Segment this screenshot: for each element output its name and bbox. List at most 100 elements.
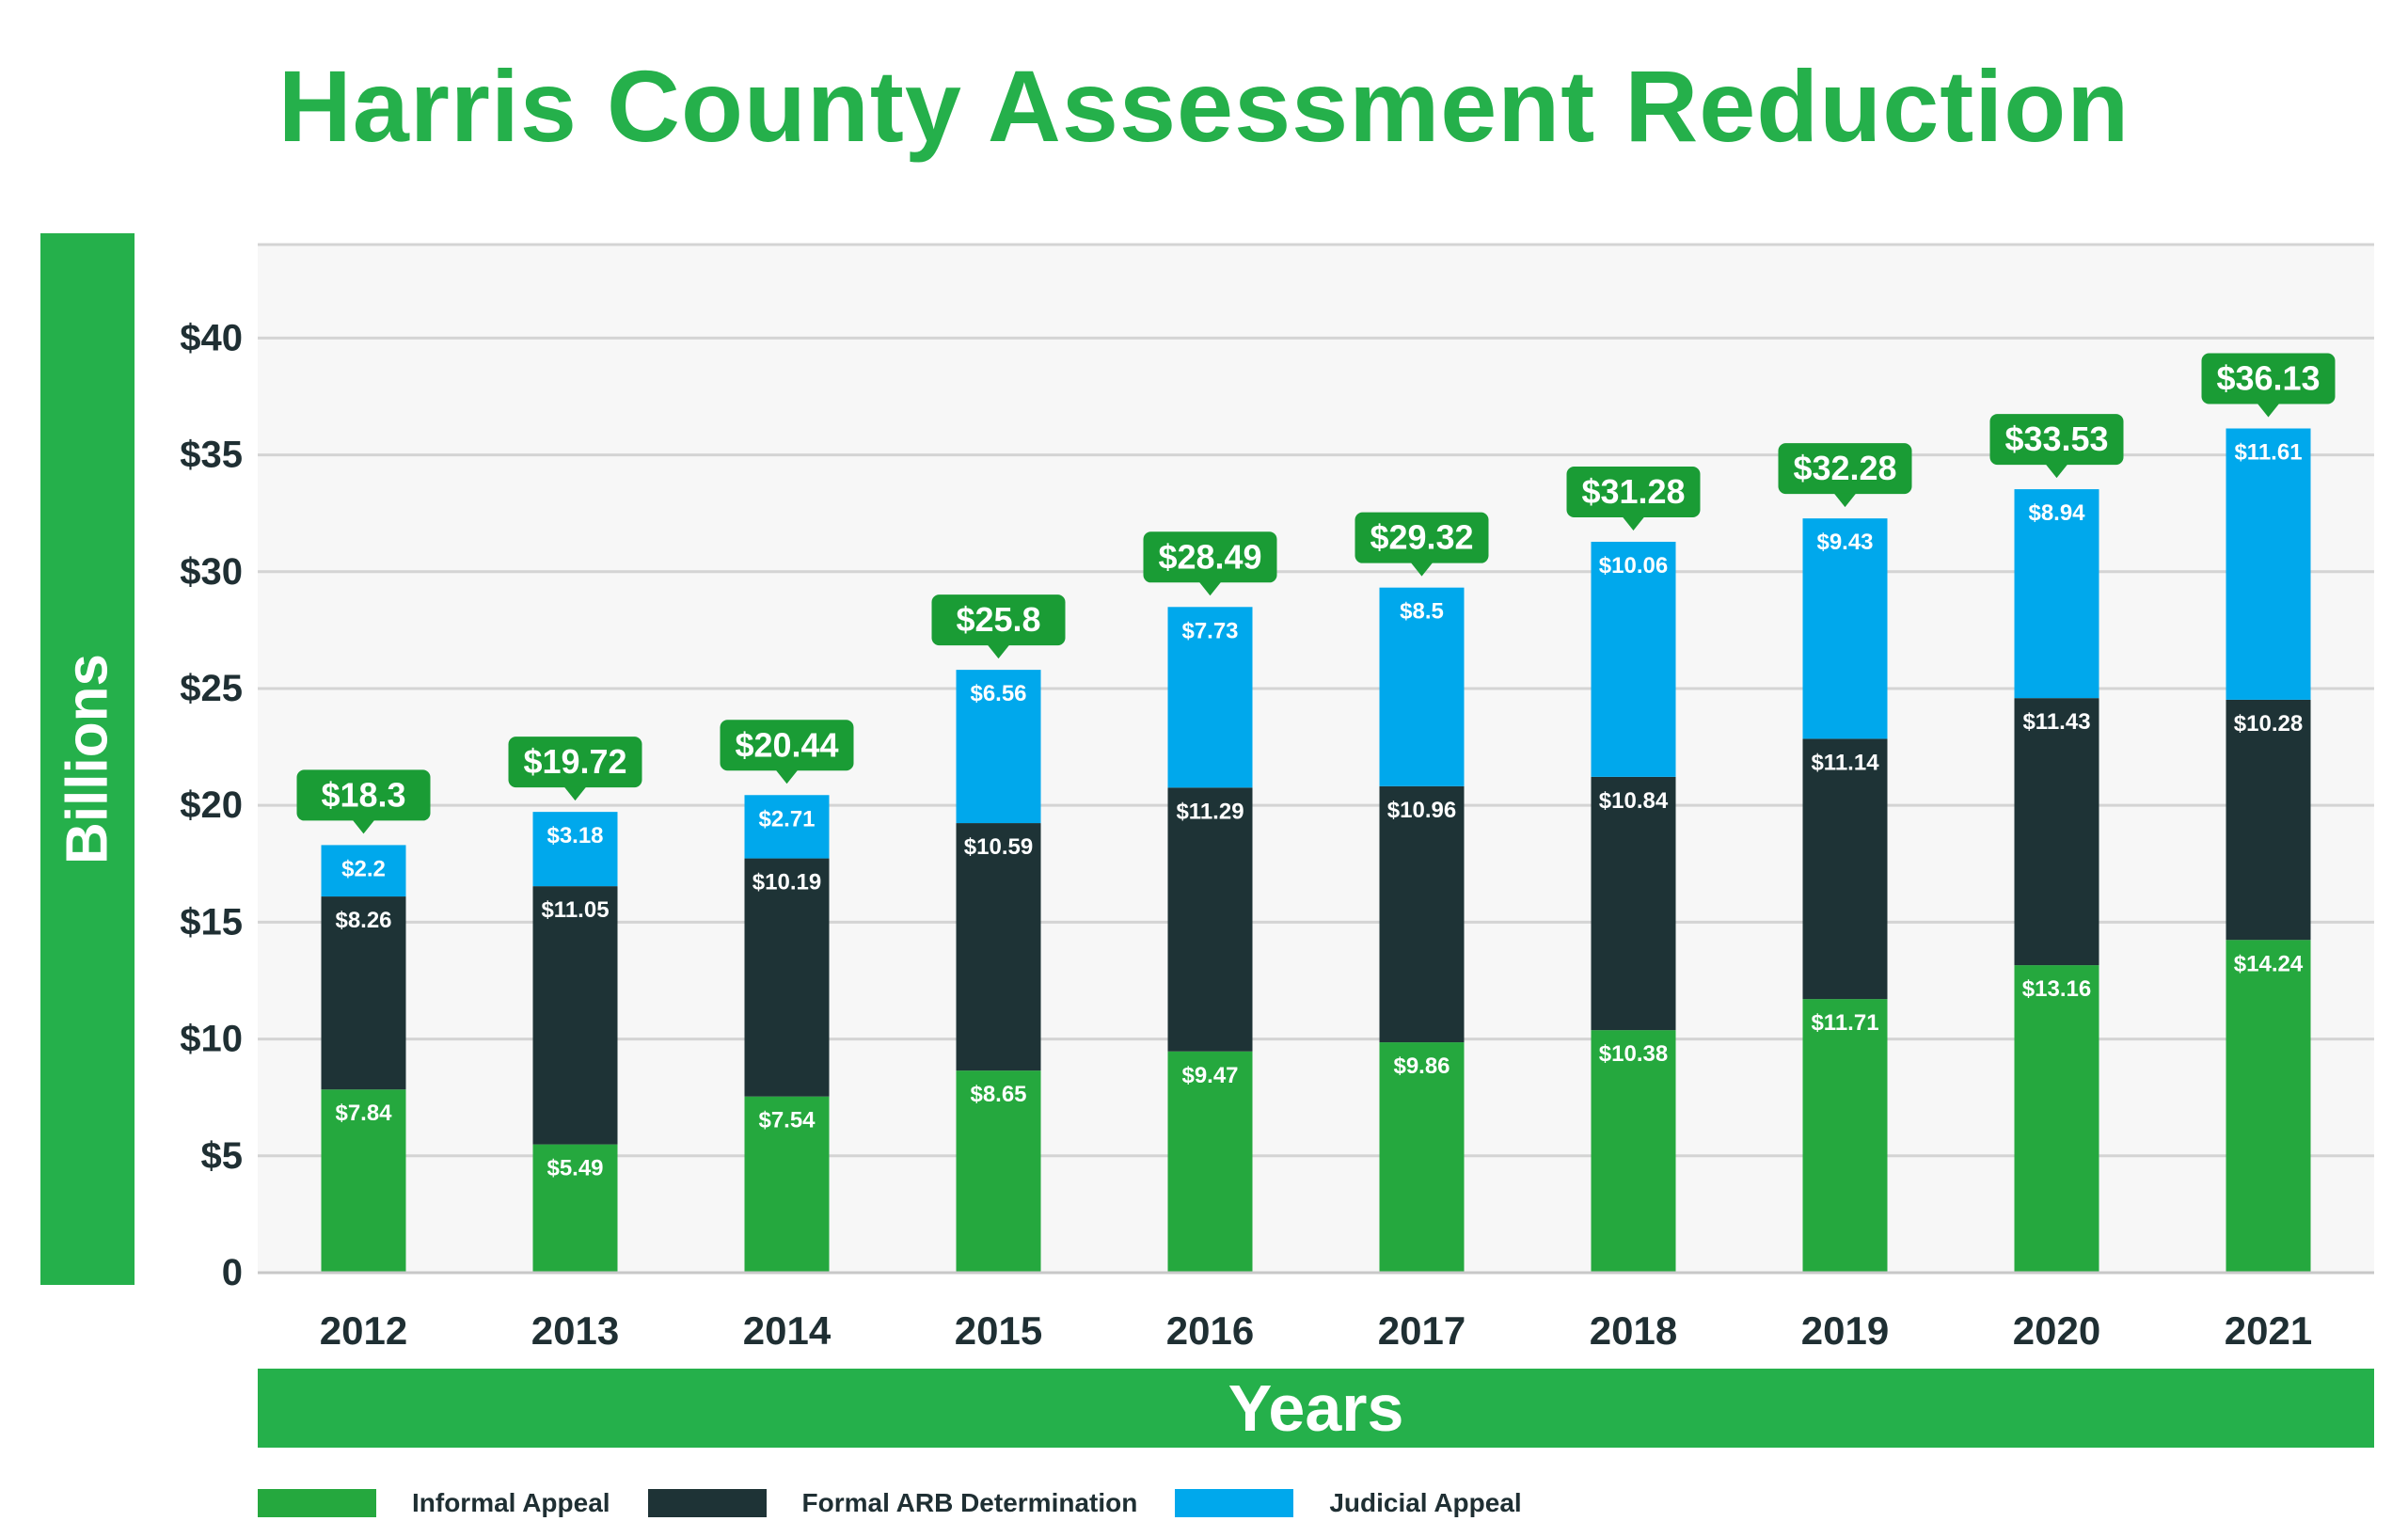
bar-value-label: $5.49 bbox=[547, 1156, 603, 1181]
bar-segment bbox=[956, 1070, 1041, 1273]
x-tick-label: 2020 bbox=[2013, 1308, 2100, 1353]
bar-value-label: $10.59 bbox=[964, 834, 1033, 860]
bar-segment bbox=[1591, 776, 1676, 1031]
bar-segment bbox=[2226, 699, 2311, 941]
bar-segment bbox=[1591, 541, 1676, 777]
bar-value-label: $2.71 bbox=[758, 806, 815, 832]
total-badge bbox=[508, 737, 642, 788]
bar-segment bbox=[1167, 607, 1253, 788]
total-badge bbox=[931, 594, 1066, 646]
x-tick-label: 2021 bbox=[2225, 1308, 2312, 1353]
total-badge-pointer bbox=[1198, 581, 1222, 596]
bar-value-label: $10.38 bbox=[1599, 1041, 1668, 1067]
total-badge bbox=[2201, 353, 2336, 404]
total-badge-pointer bbox=[1622, 515, 1645, 531]
chart-title: Harris County Assessment Reduction bbox=[277, 49, 2131, 163]
y-tick-label: $40 bbox=[180, 317, 243, 358]
legend-label: Informal Appeal bbox=[412, 1488, 610, 1517]
bar-segment bbox=[744, 858, 830, 1097]
bar-segment bbox=[744, 1096, 830, 1273]
total-badge-pointer bbox=[563, 786, 587, 801]
bar-segment bbox=[2226, 428, 2311, 700]
x-tick-label: 2014 bbox=[743, 1308, 832, 1353]
bar-value-label: $11.05 bbox=[541, 897, 609, 923]
bar-segment bbox=[1167, 787, 1253, 1052]
total-badge-pointer bbox=[775, 769, 799, 784]
bar-segment bbox=[532, 812, 618, 887]
bar-segment bbox=[2014, 698, 2099, 966]
bar-segment bbox=[1167, 1051, 1253, 1273]
bar-value-label: $11.61 bbox=[2234, 439, 2302, 465]
legend-swatch bbox=[258, 1489, 376, 1517]
total-badge-pointer bbox=[1833, 493, 1857, 508]
bar-value-label: $8.94 bbox=[2028, 500, 2085, 526]
x-tick-label: 2016 bbox=[1166, 1308, 1254, 1353]
total-badge-pointer bbox=[352, 819, 375, 834]
bar-segment bbox=[2014, 965, 2099, 1273]
total-badge bbox=[1354, 512, 1489, 563]
bar-value-label: $7.73 bbox=[1181, 618, 1238, 643]
bar-value-label: $10.84 bbox=[1599, 788, 1669, 814]
bar-value-label: $11.43 bbox=[2022, 709, 2090, 735]
legend-label: Judicial Appeal bbox=[1329, 1488, 1522, 1517]
bar-value-label: $10.19 bbox=[752, 870, 821, 895]
total-badge bbox=[1566, 466, 1701, 517]
bar-segment bbox=[532, 886, 618, 1145]
legend-label: Formal ARB Determination bbox=[801, 1488, 1138, 1517]
total-badge bbox=[1989, 414, 2124, 466]
total-label: $20.44 bbox=[735, 725, 838, 764]
bar-segment bbox=[744, 795, 830, 859]
total-label: $19.72 bbox=[523, 742, 626, 781]
x-tick-label: 2012 bbox=[320, 1308, 407, 1353]
bar-value-label: $7.54 bbox=[758, 1108, 816, 1133]
bar-segment bbox=[1379, 1042, 1465, 1273]
total-badge bbox=[720, 720, 854, 771]
total-badge-pointer bbox=[1410, 562, 1434, 577]
bar-segment bbox=[321, 1089, 406, 1273]
bar-segment bbox=[956, 670, 1041, 824]
legend-swatch bbox=[1175, 1489, 1294, 1517]
bar-value-label: $9.47 bbox=[1181, 1063, 1238, 1088]
y-tick-label: $15 bbox=[180, 901, 243, 943]
total-label: $36.13 bbox=[2216, 358, 2320, 397]
y-tick-label: $35 bbox=[180, 435, 243, 476]
total-label: $29.32 bbox=[1370, 518, 1473, 557]
bar-segment bbox=[1591, 1030, 1676, 1273]
bar-value-label: $13.16 bbox=[2022, 976, 2091, 1002]
bar-value-label: $3.18 bbox=[547, 823, 603, 848]
bar-value-label: $8.65 bbox=[970, 1082, 1026, 1107]
bar-segment bbox=[1802, 518, 1888, 739]
bar-value-label: $9.86 bbox=[1393, 1054, 1450, 1079]
x-tick-label: 2019 bbox=[1801, 1308, 1889, 1353]
bar-value-label: $10.06 bbox=[1599, 553, 1668, 578]
bar-value-label: $11.29 bbox=[1176, 799, 1244, 824]
bar-segment bbox=[321, 845, 406, 897]
legend-item-judicial-appeal: Judicial Appeal bbox=[1175, 1488, 1522, 1518]
total-label: $32.28 bbox=[1793, 449, 1896, 487]
y-tick-label: $30 bbox=[180, 551, 243, 593]
legend-swatch bbox=[647, 1489, 767, 1517]
bar-segment bbox=[2014, 489, 2099, 699]
bar-value-label: $9.43 bbox=[1816, 530, 1873, 555]
bar-value-label: $11.14 bbox=[1811, 750, 1879, 775]
total-badge-pointer bbox=[987, 644, 1010, 659]
bar-segment bbox=[1802, 999, 1888, 1273]
bar-segment bbox=[1802, 738, 1888, 1000]
total-label: $33.53 bbox=[2004, 420, 2108, 458]
total-badge-pointer bbox=[2045, 464, 2068, 479]
total-badge bbox=[1778, 443, 1912, 495]
bar-value-label: $8.5 bbox=[1400, 599, 1444, 625]
total-badge bbox=[1143, 531, 1277, 583]
bar-value-label: $11.71 bbox=[1811, 1010, 1878, 1036]
total-badge-pointer bbox=[2257, 403, 2280, 418]
legend-item-formal-arb-determination: Formal ARB Determination bbox=[647, 1488, 1138, 1518]
y-tick-label: $25 bbox=[180, 668, 243, 709]
bar-segment bbox=[956, 823, 1041, 1071]
y-tick-label: $10 bbox=[180, 1019, 243, 1060]
bar-segment bbox=[1379, 587, 1465, 786]
bar-segment bbox=[1379, 785, 1465, 1043]
bar-value-label: $10.28 bbox=[2234, 711, 2303, 737]
total-badge bbox=[296, 769, 431, 821]
bar-value-label: $2.2 bbox=[341, 856, 386, 881]
bar-segment bbox=[2226, 940, 2311, 1273]
